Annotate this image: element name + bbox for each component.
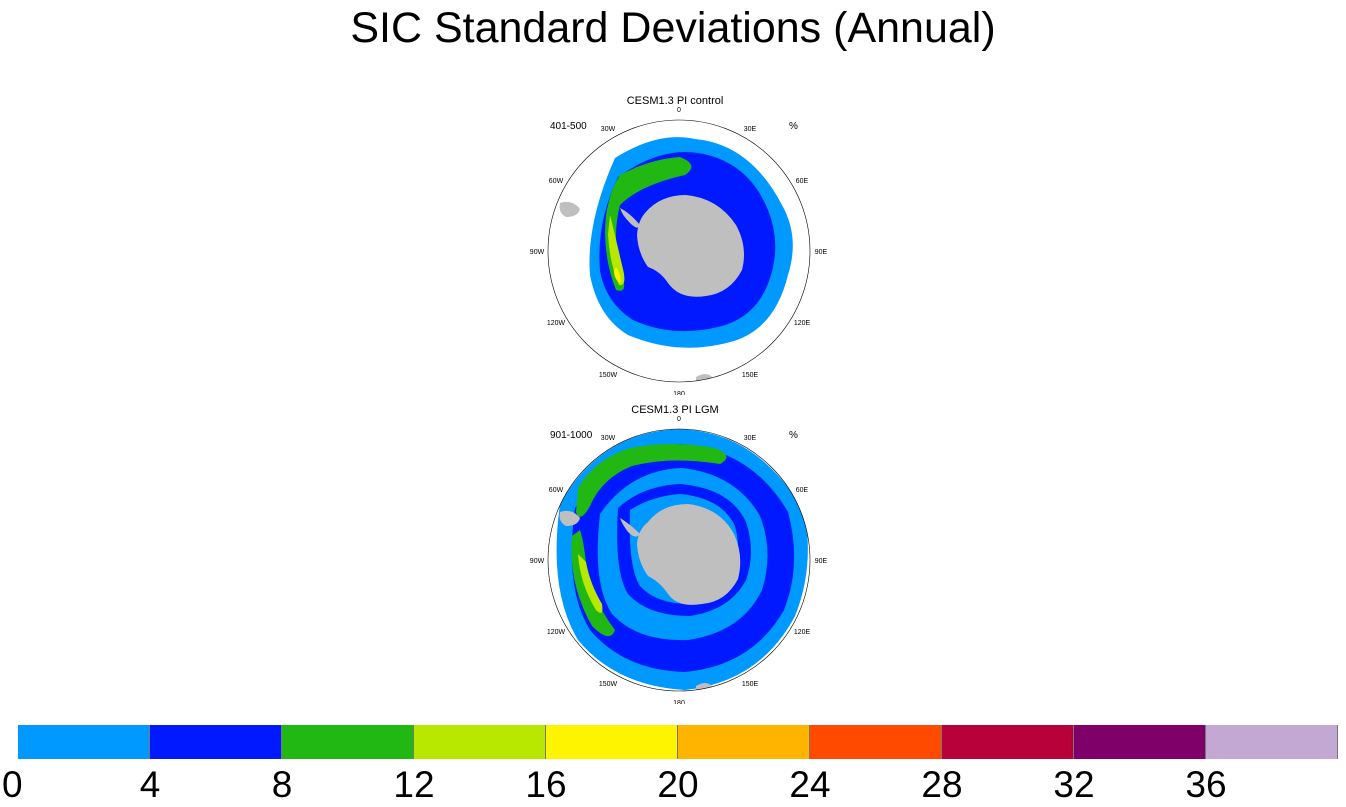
sic-level-2 xyxy=(571,530,615,637)
longitude-label: 180 xyxy=(673,700,685,704)
longitude-label: 150E xyxy=(742,681,759,688)
colorbar-tick-label: 32 xyxy=(1053,764,1095,805)
longitude-label: 120W xyxy=(547,320,566,327)
longitude-label: 180 xyxy=(673,391,685,395)
longitude-label: 60W xyxy=(549,487,564,494)
colorbar-box xyxy=(1206,725,1338,759)
polar-map: 0 30E 60E 90E 120E 150E 180 150W 120W 90W 60W 30W xyxy=(530,107,828,395)
colorbar-box xyxy=(150,725,282,759)
longitude-label: 90E xyxy=(815,249,828,256)
longitude-label: 0 xyxy=(677,107,681,114)
colorbar-box xyxy=(942,725,1074,759)
longitude-label: 30W xyxy=(601,435,616,442)
colorbar-box xyxy=(810,725,942,759)
land xyxy=(696,374,712,382)
colorbar-box xyxy=(546,725,678,759)
colorbar-tick-label: 28 xyxy=(921,764,963,805)
colorbar-tick-label: 16 xyxy=(525,764,567,805)
sic-level-2 xyxy=(576,444,727,517)
longitude-label: 60E xyxy=(796,487,809,494)
longitude-label: 150W xyxy=(599,372,618,379)
map-boundary xyxy=(547,119,811,383)
colorbar xyxy=(18,725,1338,759)
colorbar-tick-label: 12 xyxy=(393,764,435,805)
land xyxy=(559,201,580,217)
panel-pi-control: CESM1.3 PI control 401-500 % 0 30E 60E 90E 1… xyxy=(520,95,830,395)
map-boundary xyxy=(547,428,811,692)
figure-title: SIC Standard Deviations (Annual) xyxy=(350,4,996,52)
land xyxy=(620,518,640,537)
colorbar-tick-label: 36 xyxy=(1185,764,1227,805)
colorbar-tick-label: 4 xyxy=(139,764,161,805)
sic-level-4 xyxy=(614,267,621,283)
panel-left-label: 401-500 xyxy=(550,121,587,132)
panel-units-label: % xyxy=(789,121,798,132)
longitude-label: 120W xyxy=(547,629,566,636)
colorbar-box xyxy=(414,725,546,759)
longitude-label: 90E xyxy=(815,558,828,565)
sic-level-2 xyxy=(605,157,692,291)
longitude-label: 30W xyxy=(601,126,616,133)
colorbar-box xyxy=(282,725,414,759)
longitude-label: 120E xyxy=(794,320,811,327)
colorbar-tick-label: 20 xyxy=(657,764,699,805)
longitude-label: 120E xyxy=(794,629,811,636)
land xyxy=(637,504,741,605)
colorbar-box xyxy=(678,725,810,759)
panel-units-label: % xyxy=(789,430,798,441)
longitude-label: 0 xyxy=(677,416,681,423)
colorbar-tick-label: 24 xyxy=(789,764,831,805)
longitude-label: 150W xyxy=(599,681,618,688)
polar-map: 0 30E 60E 90E 120E 150E 180 150W 120W 90W 60W 30W xyxy=(530,416,828,704)
sic-level-3 xyxy=(608,215,625,286)
sea-ice-field xyxy=(559,137,793,382)
colorbar-box xyxy=(1074,725,1206,759)
colorbar-box xyxy=(18,725,150,759)
sic-level-3 xyxy=(578,554,603,613)
colorbar-tick-label: 0 xyxy=(2,764,23,805)
longitude-label: 30E xyxy=(744,126,757,133)
panel-title: CESM1.3 PI LGM xyxy=(631,404,719,416)
longitude-label: 60W xyxy=(549,178,564,185)
longitude-label: 90W xyxy=(530,249,545,256)
land xyxy=(559,510,580,526)
longitude-labels: 0 30E 60E 90E 120E 150E 180 150W 120W 90W 60W 30W xyxy=(530,107,828,395)
longitude-label: 30E xyxy=(744,435,757,442)
longitude-label: 150E xyxy=(742,372,759,379)
panel-title: CESM1.3 PI control xyxy=(626,95,724,107)
longitude-label: 90W xyxy=(530,558,545,565)
sea-ice-field xyxy=(556,429,808,691)
land xyxy=(637,195,744,297)
panel-pi-lgm: CESM1.3 PI LGM 901-1000 % 0 30E 60E 90E 120E… xyxy=(520,404,830,704)
longitude-label: 60E xyxy=(796,178,809,185)
land xyxy=(620,208,640,228)
longitude-labels: 0 30E 60E 90E 120E 150E 180 150W 120W 90W 60W 30W xyxy=(530,416,828,704)
colorbar-tick-label: 8 xyxy=(271,764,293,805)
panel-left-label: 901-1000 xyxy=(550,430,593,441)
